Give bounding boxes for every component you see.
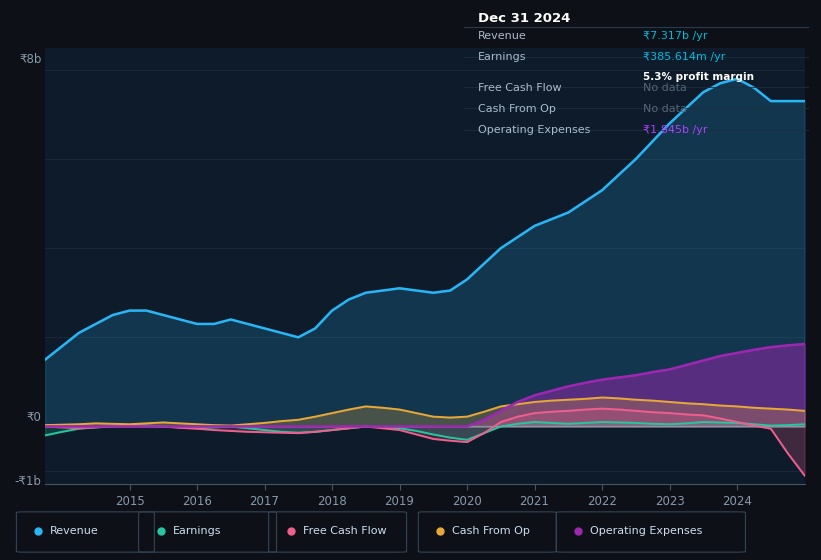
Text: Free Cash Flow: Free Cash Flow <box>302 526 386 536</box>
Text: Earnings: Earnings <box>478 53 526 63</box>
Text: Cash From Op: Cash From Op <box>452 526 530 536</box>
Text: Dec 31 2024: Dec 31 2024 <box>478 12 570 25</box>
Text: ₹1.845b /yr: ₹1.845b /yr <box>643 125 708 135</box>
Text: ₹385.614m /yr: ₹385.614m /yr <box>643 53 726 63</box>
Text: Operating Expenses: Operating Expenses <box>478 125 590 135</box>
Text: Cash From Op: Cash From Op <box>478 104 556 114</box>
Text: ₹0: ₹0 <box>26 411 41 424</box>
Text: ₹7.317b /yr: ₹7.317b /yr <box>643 31 708 41</box>
Text: No data: No data <box>643 83 687 93</box>
Text: -₹1b: -₹1b <box>15 475 41 488</box>
Text: No data: No data <box>643 104 687 114</box>
Text: Operating Expenses: Operating Expenses <box>590 526 703 536</box>
Text: Revenue: Revenue <box>478 31 526 41</box>
Text: Earnings: Earnings <box>172 526 221 536</box>
Text: 5.3% profit margin: 5.3% profit margin <box>643 72 754 82</box>
Text: Revenue: Revenue <box>50 526 99 536</box>
Text: Free Cash Flow: Free Cash Flow <box>478 83 562 93</box>
Text: ₹8b: ₹8b <box>19 53 41 66</box>
